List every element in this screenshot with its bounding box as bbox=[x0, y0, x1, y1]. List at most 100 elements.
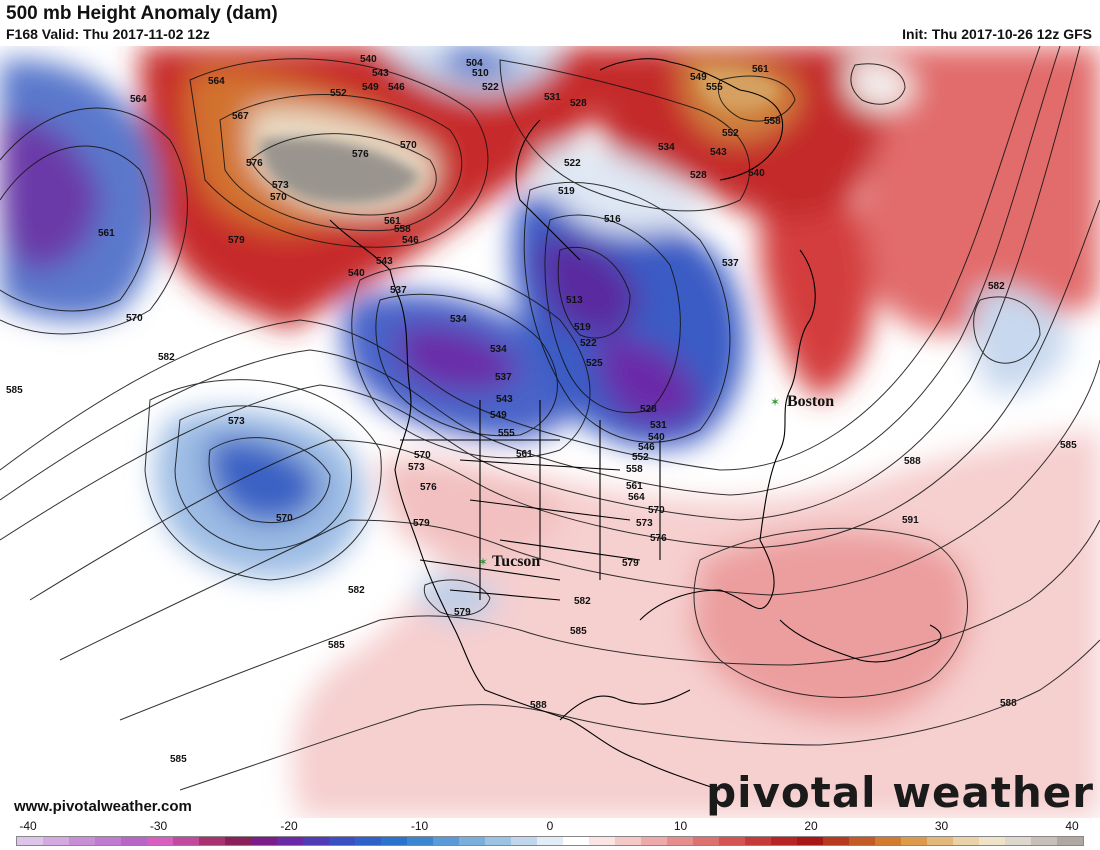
contour-label: 543 bbox=[710, 147, 727, 158]
contour-label: 564 bbox=[628, 492, 645, 503]
contour-label: 573 bbox=[636, 518, 653, 529]
contour-label: 540 bbox=[648, 432, 665, 443]
contour-label: 582 bbox=[158, 352, 175, 363]
contour-label: 504 bbox=[466, 58, 483, 69]
contour-label: 570 bbox=[400, 140, 417, 151]
contour-label: 540 bbox=[360, 54, 377, 65]
contour-label: 558 bbox=[764, 116, 781, 127]
contour-label: 576 bbox=[246, 158, 263, 169]
contour-label: 573 bbox=[272, 180, 289, 191]
contour-label: 561 bbox=[516, 449, 533, 460]
brand-logo: pivotal weather bbox=[706, 768, 1094, 817]
valid-time: F168 Valid: Thu 2017-11-02 12z bbox=[6, 26, 210, 42]
contour-label: 540 bbox=[748, 168, 765, 179]
contour-label: 588 bbox=[1000, 698, 1017, 709]
contour-label: 552 bbox=[722, 128, 739, 139]
contour-label: 528 bbox=[640, 404, 657, 415]
contour-label: 546 bbox=[402, 235, 419, 246]
contour-label: 543 bbox=[496, 394, 513, 405]
city-label-boston: Boston bbox=[787, 393, 834, 410]
contour-label: 567 bbox=[232, 111, 249, 122]
contour-label: 549 bbox=[362, 82, 379, 93]
contour-label: 525 bbox=[586, 358, 603, 369]
contour-label: 519 bbox=[574, 322, 591, 333]
contour-label: 534 bbox=[658, 142, 675, 153]
contour-label: 546 bbox=[638, 442, 655, 453]
contour-label: 585 bbox=[170, 754, 187, 765]
contour-label: 519 bbox=[558, 186, 575, 197]
contour-label: 543 bbox=[376, 256, 393, 267]
contour-label: 513 bbox=[566, 295, 583, 306]
contour-label: 549 bbox=[490, 410, 507, 421]
contour-label: 579 bbox=[413, 518, 430, 529]
contour-label: 528 bbox=[690, 170, 707, 181]
city-markers: ✶ Boston ✶ Tucson bbox=[478, 393, 834, 570]
contour-label: 570 bbox=[648, 505, 665, 516]
contour-label: 543 bbox=[372, 68, 389, 79]
colorbar-tick-label: -20 bbox=[280, 819, 298, 833]
contour-label: 534 bbox=[490, 344, 507, 355]
init-time: Init: Thu 2017-10-26 12z GFS bbox=[902, 26, 1092, 42]
contour-label: 570 bbox=[414, 450, 431, 461]
contour-label: 552 bbox=[632, 452, 649, 463]
city-marker-icon: ✶ bbox=[478, 555, 488, 569]
anomaly-map: 564 564 567 570 576 576 573 570 579 561 … bbox=[0, 46, 1100, 818]
contour-label: 576 bbox=[420, 482, 437, 493]
contour-label: 522 bbox=[564, 158, 581, 169]
contour-label: 588 bbox=[530, 700, 547, 711]
colorbar-tick-label: -10 bbox=[410, 819, 429, 833]
contour-label: 585 bbox=[6, 385, 23, 396]
height-contours bbox=[0, 46, 1100, 791]
contour-label: 531 bbox=[650, 420, 667, 431]
contour-label: 558 bbox=[626, 464, 643, 475]
contour-label: 546 bbox=[388, 82, 405, 93]
contour-label: 522 bbox=[482, 82, 499, 93]
contour-label: 549 bbox=[690, 72, 707, 83]
contour-label: 570 bbox=[126, 313, 143, 324]
contour-label: 540 bbox=[348, 268, 365, 279]
contour-label: 579 bbox=[454, 607, 471, 618]
contour-label: 537 bbox=[390, 285, 407, 296]
contour-label: 564 bbox=[130, 94, 147, 105]
contour-label: 537 bbox=[495, 372, 512, 383]
contour-label: 585 bbox=[1060, 440, 1077, 451]
city-marker-icon: ✶ bbox=[770, 395, 780, 409]
contour-label: 561 bbox=[626, 481, 643, 492]
contour-label: 591 bbox=[902, 515, 919, 526]
city-label-tucson: Tucson bbox=[492, 553, 540, 570]
contour-label: 528 bbox=[570, 98, 587, 109]
contour-label: 522 bbox=[580, 338, 597, 349]
contour-label: 516 bbox=[604, 214, 621, 225]
colorbar bbox=[16, 836, 1084, 846]
contour-label: 582 bbox=[988, 281, 1005, 292]
contour-label: 561 bbox=[98, 228, 115, 239]
contour-label: 555 bbox=[706, 82, 723, 93]
contour-label: 561 bbox=[384, 216, 401, 227]
colorbar-tick-label: -30 bbox=[149, 819, 168, 833]
website-url: www.pivotalweather.com bbox=[14, 798, 192, 815]
contour-label: 564 bbox=[208, 76, 225, 87]
colorbar-tick-label: 10 bbox=[673, 819, 688, 833]
contour-label: 585 bbox=[570, 626, 587, 637]
contour-label: 576 bbox=[650, 533, 667, 544]
contour-label: 555 bbox=[498, 428, 515, 439]
contour-label: 579 bbox=[228, 235, 245, 246]
contour-label: 531 bbox=[544, 92, 561, 103]
anomaly-shading bbox=[0, 46, 1100, 818]
contour-label: 561 bbox=[752, 64, 769, 75]
contour-label: 573 bbox=[228, 416, 245, 427]
colorbar-tick-label: 40 bbox=[1065, 819, 1079, 833]
contour-label: 510 bbox=[472, 68, 489, 79]
colorbar-tick-label: -40 bbox=[19, 819, 37, 833]
contour-labels: 564 564 567 570 576 576 573 570 579 561 … bbox=[6, 54, 1077, 765]
contour-label: 537 bbox=[722, 258, 739, 269]
contour-label: 570 bbox=[276, 513, 293, 524]
colorbar-tick-label: 0 bbox=[546, 819, 554, 833]
contour-label: 552 bbox=[330, 88, 347, 99]
header: 500 mb Height Anomaly (dam) F168 Valid: … bbox=[0, 0, 1100, 46]
map-title: 500 mb Height Anomaly (dam) bbox=[6, 3, 278, 24]
contour-label: 585 bbox=[328, 640, 345, 651]
contour-label: 576 bbox=[352, 149, 369, 160]
contour-label: 570 bbox=[270, 192, 287, 203]
contour-label: 582 bbox=[348, 585, 365, 596]
